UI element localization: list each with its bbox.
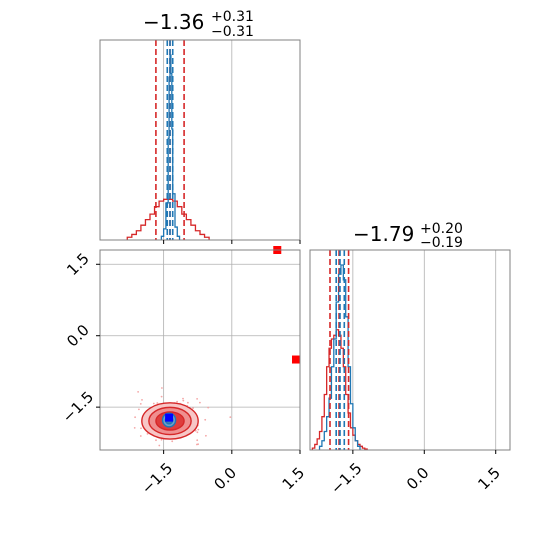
histogram-red-param0	[126, 198, 210, 240]
sample-point	[196, 431, 199, 434]
tick-label-p2-x-1: 0.0	[210, 464, 240, 494]
title-param0-median: −1.36	[143, 10, 204, 34]
tick-label-p2-x-0: −1.5	[138, 459, 176, 497]
sample-point	[139, 403, 142, 405]
tick-label-p2-x-2: 1.5	[279, 464, 309, 494]
title-param1-median: −1.79	[353, 222, 414, 246]
panel-param0-hist-frame	[99, 39, 301, 241]
tick-label-p2-y-0: −1.5	[59, 388, 97, 426]
sample-point	[182, 397, 184, 400]
sample-point	[139, 435, 142, 437]
sample-point	[204, 418, 207, 421]
sample-point	[197, 443, 200, 446]
sample-point	[229, 416, 232, 418]
title-param1-minus: −0.19	[420, 235, 463, 251]
sample-point	[197, 428, 200, 431]
panel-param1-hist-frame	[309, 249, 511, 451]
sample-point	[141, 399, 143, 401]
tick-label-p3-x-1: 0.0	[403, 464, 433, 494]
sample-point	[176, 400, 179, 403]
sample-point	[152, 402, 155, 405]
title-param0-plus: +0.31	[211, 9, 254, 25]
sample-point	[134, 416, 137, 419]
sample-point	[199, 401, 201, 404]
sample-point	[158, 444, 161, 447]
sample-point	[137, 391, 140, 393]
marker-red-1	[292, 355, 300, 364]
tick-label-p2-y-2: 1.5	[63, 249, 93, 279]
title-param1-plus: +0.20	[420, 221, 463, 237]
sample-point	[182, 399, 185, 402]
tick-label-p2-y-1: 0.0	[63, 321, 93, 351]
title-param0: −1.36 +0.31 −0.31	[143, 9, 254, 40]
sample-point	[140, 427, 142, 430]
sample-point	[138, 408, 140, 411]
sample-point	[192, 407, 194, 409]
sample-point	[207, 406, 210, 409]
title-param1: −1.79 +0.20 −0.19	[353, 221, 463, 251]
sample-point	[133, 427, 136, 429]
sample-point	[156, 402, 159, 404]
sample-point	[146, 433, 149, 435]
panel-2d-frame	[99, 249, 301, 451]
title-param0-minus: −0.31	[211, 24, 254, 40]
tick-label-p3-x-2: 1.5	[474, 464, 504, 494]
sample-point	[160, 395, 163, 398]
sample-point	[196, 398, 199, 400]
histogram-blue-param1	[318, 264, 361, 450]
sample-point	[155, 439, 157, 442]
tick-label-p3-x-0: −1.5	[327, 459, 365, 497]
marker-blue-0	[165, 413, 174, 422]
sample-point	[194, 429, 197, 432]
sample-point	[196, 439, 199, 442]
sample-point	[160, 438, 163, 441]
sample-point	[171, 440, 174, 443]
sample-point	[205, 434, 207, 437]
sample-point	[187, 401, 189, 404]
plot-layer: −1.5 −1.5 −1.5 0.0 0.0 0.0 1.5 1.5 1.5	[59, 39, 511, 498]
sample-point	[161, 387, 163, 389]
